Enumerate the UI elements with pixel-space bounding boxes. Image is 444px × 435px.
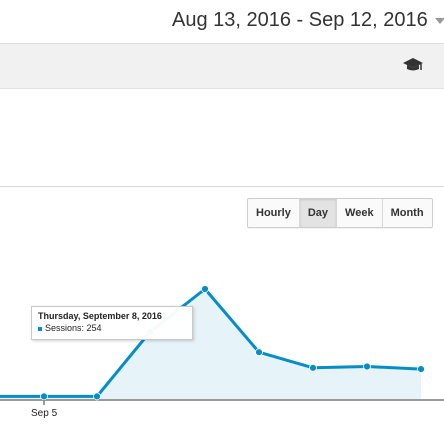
sessions-point-8[interactable] — [417, 365, 425, 374]
x-tick-label: Sep 5 — [31, 408, 58, 419]
granularity-month-button[interactable]: Month — [390, 207, 424, 219]
sessions-point-5[interactable] — [255, 348, 263, 357]
sessions-point-1[interactable] — [40, 392, 48, 401]
tooltip-date: Thursday, September 8, 2016 — [38, 311, 162, 321]
sessions-point-6[interactable] — [309, 363, 317, 372]
report-toolbar — [0, 43, 444, 89]
section-divider — [0, 186, 444, 187]
tooltip-value: Sessions: 254 — [45, 323, 102, 333]
series-swatch — [38, 326, 42, 331]
date-range-picker[interactable]: Aug 13, 2016 - Sep 12, 2016 — [166, 3, 444, 37]
granularity-selector: Hourly Day Week Month — [247, 198, 433, 228]
sessions-point-7[interactable] — [363, 362, 371, 371]
granularity-hourly-button[interactable]: Hourly — [248, 199, 300, 227]
chevron-down-icon — [434, 18, 444, 24]
sessions-point-4[interactable] — [201, 285, 209, 293]
date-range-label: Aug 13, 2016 - Sep 12, 2016 — [172, 8, 428, 31]
granularity-day-button[interactable]: Day — [299, 199, 338, 227]
chart-tooltip: Thursday, September 8, 2016 Sessions: 25… — [31, 306, 193, 340]
tooltip-row: Sessions: 254 — [38, 323, 186, 333]
granularity-week-button[interactable]: Week — [337, 199, 383, 227]
sessions-point-2[interactable] — [93, 392, 101, 401]
sessions-area — [0, 289, 421, 399]
graduation-cap-icon[interactable] — [402, 56, 424, 74]
